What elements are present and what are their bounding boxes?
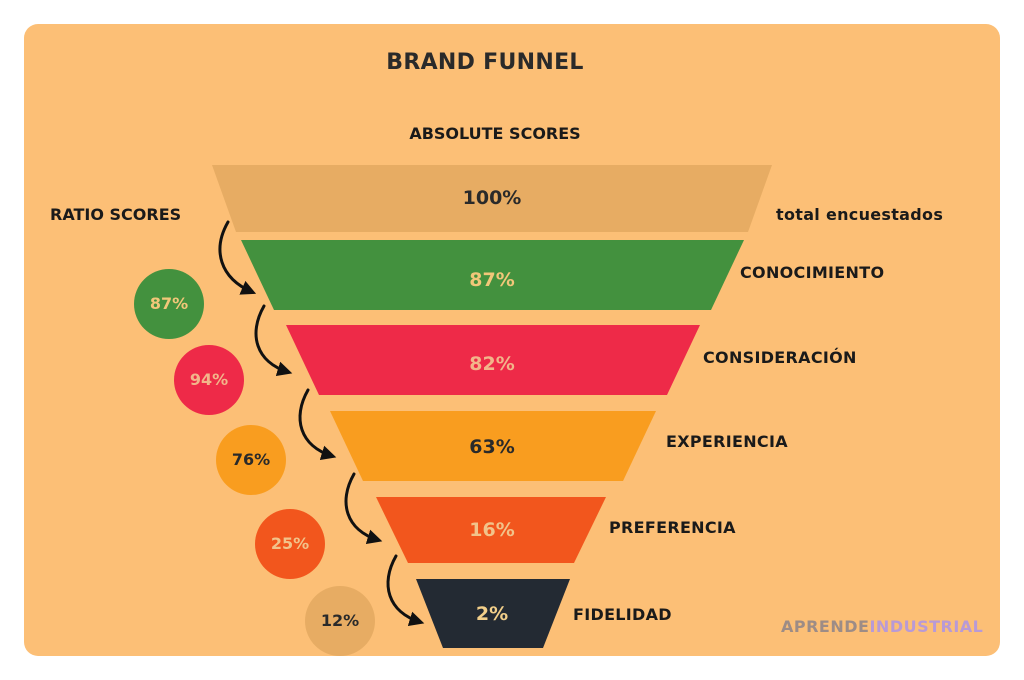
flow-arrow-icon bbox=[218, 220, 257, 295]
ratio-percentage: 94% bbox=[189, 370, 229, 389]
stage-name: FIDELIDAD bbox=[573, 605, 672, 624]
ratio-circle-2 bbox=[216, 425, 286, 495]
stage-percentage: 2% bbox=[475, 603, 509, 625]
ratio-circle-3 bbox=[255, 509, 325, 579]
stage-name: EXPERIENCIA bbox=[666, 432, 788, 451]
ratio-percentage: 87% bbox=[149, 294, 189, 313]
ratio-percentage: 25% bbox=[270, 534, 310, 553]
ratio-circle-0 bbox=[134, 269, 204, 339]
chart-title: BRAND FUNNEL bbox=[386, 50, 584, 75]
ratio-circle-4 bbox=[305, 586, 375, 656]
funnel-stage-3 bbox=[330, 411, 656, 481]
ratio-percentage: 76% bbox=[231, 450, 271, 469]
total-label: total encuestados bbox=[776, 205, 944, 224]
stage-percentage: 16% bbox=[469, 519, 515, 541]
funnel-stage-2 bbox=[286, 325, 700, 395]
flow-arrow-icon bbox=[386, 554, 425, 627]
stage-percentage: 82% bbox=[469, 353, 515, 375]
funnel-stage-4 bbox=[376, 497, 606, 563]
funnel-stage-1 bbox=[241, 240, 744, 310]
stage-percentage: 87% bbox=[469, 269, 515, 291]
stage-percentage: 63% bbox=[469, 436, 515, 458]
flow-arrow-icon bbox=[254, 304, 293, 377]
stage-name: CONSIDERACIÓN bbox=[703, 348, 857, 367]
absolute-scores-label: ABSOLUTE SCORES bbox=[409, 124, 581, 143]
ratio-scores-label: RATIO SCORES bbox=[50, 205, 182, 224]
funnel-stage-0 bbox=[212, 165, 772, 232]
brand-logo: APRENDEINDUSTRIAL bbox=[781, 617, 983, 636]
funnel-stage-5 bbox=[416, 579, 570, 648]
stage-name: CONOCIMIENTO bbox=[740, 263, 885, 282]
ratio-circle-1 bbox=[174, 345, 244, 415]
flow-arrow-icon bbox=[298, 388, 337, 461]
stage-percentage: 100% bbox=[462, 187, 522, 209]
ratio-percentage: 12% bbox=[320, 611, 360, 630]
brand-logo-part2: INDUSTRIAL bbox=[869, 617, 984, 636]
stage-name: PREFERENCIA bbox=[609, 518, 736, 537]
brand-logo-part1: APRENDE bbox=[781, 617, 870, 636]
flow-arrow-icon bbox=[344, 472, 383, 545]
